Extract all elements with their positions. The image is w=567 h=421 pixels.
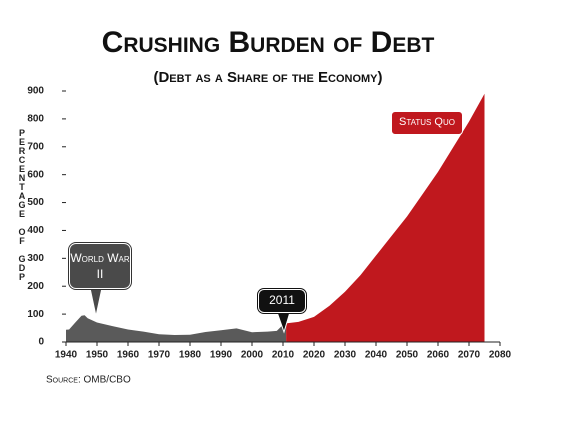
y-tick-label: 100 [27,309,44,320]
x-tick-label: 2030 [334,350,357,361]
y-tick-label: 900 [27,86,44,97]
y-tick-label: 200 [27,281,44,292]
y-tick-label: 700 [27,141,44,152]
annotation: 2011 [258,289,306,313]
x-tick-label: 1980 [179,350,202,361]
chart-subtitle: (Debt as a Share of the Economy) [153,69,382,86]
y-tick-label: 0 [38,337,44,348]
source: Source: OMB/CBO [46,375,131,386]
x-tick-label: 2070 [458,350,481,361]
x-tick-label: 2040 [365,350,388,361]
y-tick-label: 800 [27,114,44,125]
x-tick-label: 2010 [272,350,295,361]
chart-title: Crushing Burden of Debt [102,26,435,59]
x-tick-label: 1970 [148,350,171,361]
x-tick-label: 1960 [117,350,140,361]
x-tick-label: 2060 [427,350,450,361]
x-tick-label: 2050 [396,350,419,361]
y-axis-label: Percentage of GDP [17,128,27,281]
y-tick-label: 400 [27,225,44,236]
annotation: Status Quo [391,111,463,135]
callout-pointer [89,287,103,317]
x-tick-label: 2000 [241,350,264,361]
x-tick-label: 1940 [55,350,78,361]
x-tick-label: 2080 [489,350,512,361]
y-tick-label: 500 [27,197,44,208]
x-tick-label: 2020 [303,350,326,361]
annotation: World War II [69,243,131,289]
area [66,315,287,342]
y-tick-label: 600 [27,169,44,180]
x-tick-label: 1990 [210,350,233,361]
area [286,93,485,343]
x-tick-label: 1950 [86,350,109,361]
y-tick-label: 300 [27,253,44,264]
